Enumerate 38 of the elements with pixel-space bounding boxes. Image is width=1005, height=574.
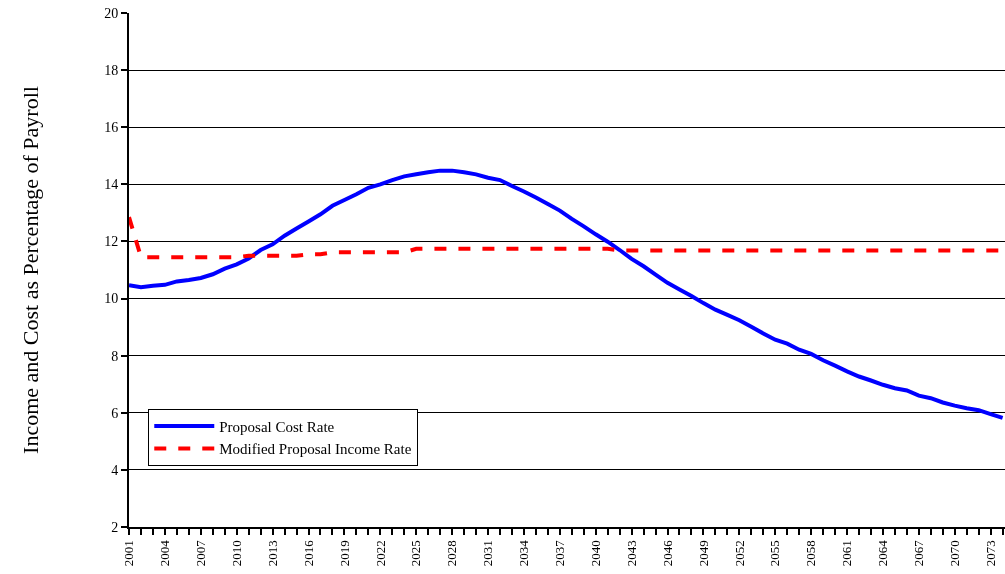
x-tick-label: 2037 (552, 539, 568, 567)
x-tick-label: 2007 (193, 539, 209, 567)
x-tick-label: 2067 (911, 539, 927, 567)
y-tick-label: 18 (104, 63, 119, 79)
x-tick-label: 2040 (587, 540, 603, 567)
x-tick-label: 2046 (659, 539, 675, 567)
x-tick-label: 2073 (982, 540, 998, 567)
y-tick-label: 8 (111, 348, 119, 364)
x-tick-label: 2025 (408, 540, 424, 567)
x-tick-label: 2070 (946, 540, 962, 567)
x-tick-label: 2055 (767, 540, 783, 567)
x-tick-label: 2061 (839, 540, 855, 567)
x-tick-label: 2043 (623, 540, 639, 567)
y-tick-label: 14 (104, 177, 119, 193)
y-tick-label: 16 (104, 120, 119, 136)
x-tick-label: 2031 (480, 540, 496, 567)
x-tick-label: 2064 (875, 539, 891, 567)
y-axis-title: Income and Cost as Percentage of Payroll (17, 86, 43, 454)
x-tick-label: 2001 (121, 540, 137, 567)
y-tick-label: 10 (104, 291, 119, 307)
x-tick-label: 2016 (300, 539, 316, 567)
x-tick-label: 2034 (516, 539, 532, 567)
x-tick-label: 2004 (157, 539, 173, 567)
x-tick-label: 2058 (803, 540, 819, 567)
y-tick-label: 12 (104, 234, 119, 250)
x-tick-label: 2028 (444, 540, 460, 567)
x-tick-label: 2022 (372, 540, 388, 567)
x-tick-label: 2052 (731, 540, 747, 567)
x-tick-label: 2010 (228, 540, 244, 567)
legend-label: Modified Proposal Income Rate (219, 441, 412, 458)
y-tick-label: 2 (111, 519, 119, 535)
y-tick-label: 20 (104, 5, 119, 21)
x-tick-label: 2049 (695, 540, 711, 567)
y-tick-label: 6 (111, 405, 119, 421)
x-tick-label: 2013 (264, 540, 280, 567)
legend-label: Proposal Cost Rate (219, 418, 335, 435)
y-tick-label: 4 (111, 462, 119, 478)
x-tick-label: 2019 (336, 540, 352, 567)
